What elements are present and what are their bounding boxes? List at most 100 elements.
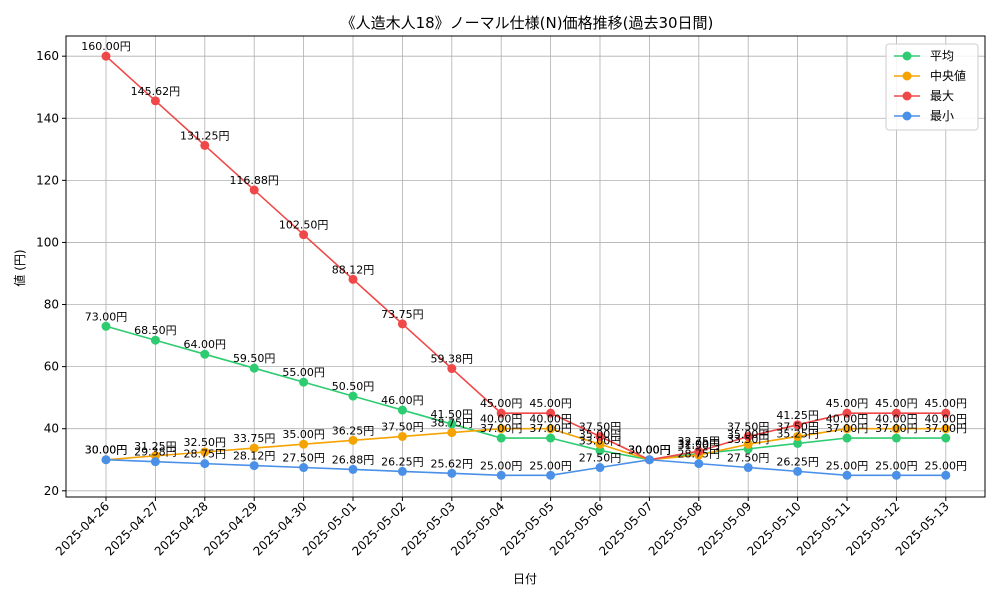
- data-label: 131.25円: [180, 129, 230, 142]
- data-label: 37.50円: [776, 420, 819, 433]
- data-label: 33.00円: [579, 434, 622, 447]
- data-point: [595, 431, 605, 441]
- data-label: 73.00円: [85, 310, 128, 323]
- series-line: [105, 458, 946, 477]
- data-label: 27.50円: [579, 452, 622, 465]
- data-point: [397, 466, 407, 476]
- data-label: 35.25円: [776, 427, 819, 440]
- data-point: [793, 431, 803, 441]
- legend-marker: [902, 91, 912, 101]
- data-point: [595, 439, 605, 449]
- data-point: [299, 439, 309, 449]
- data-label: 40.00円: [875, 413, 918, 426]
- data-label: 40.00円: [826, 413, 869, 426]
- data-label: 35.00円: [579, 428, 622, 441]
- data-label: 25.62円: [431, 457, 474, 470]
- data-label: 30.00円: [85, 444, 128, 457]
- y-tick-label: 100: [36, 235, 59, 249]
- data-label: 33.75円: [233, 432, 276, 445]
- data-point: [743, 439, 753, 449]
- data-point: [447, 428, 457, 438]
- data-label: 35.00円: [282, 428, 325, 441]
- data-point: [397, 319, 407, 329]
- data-point: [150, 457, 160, 467]
- data-point: [941, 433, 951, 443]
- y-tick-label: 120: [36, 173, 59, 187]
- data-label: 116.88円: [229, 174, 279, 187]
- y-tick-label: 160: [36, 49, 59, 63]
- legend-marker: [902, 51, 912, 61]
- data-label: 27.50円: [282, 452, 325, 465]
- grid: [66, 36, 985, 497]
- data-point: [397, 405, 407, 415]
- data-label: 68.50円: [134, 324, 177, 337]
- y-tick-label: 80: [44, 298, 59, 312]
- data-point: [447, 468, 457, 478]
- data-label: 145.62円: [131, 85, 181, 98]
- data-point: [249, 443, 259, 453]
- data-label: 37.00円: [925, 422, 968, 435]
- data-label: 45.00円: [875, 397, 918, 410]
- data-label: 27.50円: [727, 452, 770, 465]
- data-label: 45.00円: [480, 397, 523, 410]
- data-label: 37.00円: [875, 422, 918, 435]
- y-tick-label: 40: [44, 422, 59, 436]
- data-label: 28.12円: [233, 450, 276, 463]
- data-point: [891, 408, 901, 418]
- data-point: [299, 463, 309, 473]
- x-tick-label: 2025-05-13: [893, 499, 952, 558]
- data-point: [793, 420, 803, 430]
- data-label: 30.00円: [85, 444, 128, 457]
- data-label: 45.00円: [529, 397, 572, 410]
- legend-box: [885, 43, 979, 131]
- data-point: [941, 470, 951, 480]
- data-label: 45.00円: [826, 397, 869, 410]
- data-point: [101, 321, 111, 331]
- data-point: [200, 140, 210, 150]
- data-point: [891, 424, 901, 434]
- data-label: 37.00円: [480, 422, 523, 435]
- data-label: 37.50円: [579, 420, 622, 433]
- data-label: 37.50円: [381, 420, 424, 433]
- data-label: 26.25円: [776, 455, 819, 468]
- series-line: [105, 55, 946, 461]
- y-tick-label: 140: [36, 111, 59, 125]
- y-tick-label: 20: [44, 484, 59, 498]
- data-point: [941, 408, 951, 418]
- data-point: [200, 447, 210, 457]
- y-axis-label: 値 (円): [12, 249, 27, 286]
- data-label: 30.00円: [628, 444, 671, 457]
- legend-marker: [902, 111, 912, 121]
- data-point: [447, 419, 457, 429]
- data-point: [595, 445, 605, 455]
- data-point: [150, 96, 160, 106]
- data-label: 37.00円: [826, 422, 869, 435]
- data-point: [793, 466, 803, 476]
- data-point: [101, 51, 111, 61]
- data-label: 50.50円: [332, 380, 375, 393]
- data-point: [249, 363, 259, 373]
- data-point: [348, 435, 358, 445]
- data-point: [496, 470, 506, 480]
- data-point: [743, 463, 753, 473]
- data-point: [793, 438, 803, 448]
- legend-label: 中央値: [930, 68, 966, 83]
- series-line: [105, 325, 946, 461]
- data-point: [891, 433, 901, 443]
- data-label: 59.50円: [233, 352, 276, 365]
- data-label: 26.88円: [332, 453, 375, 466]
- data-point: [496, 433, 506, 443]
- legend-label: 最小: [930, 109, 954, 123]
- data-label: 73.75円: [381, 308, 424, 321]
- data-label: 25.00円: [925, 459, 968, 472]
- data-point: [842, 433, 852, 443]
- series-layer: [101, 51, 951, 480]
- data-label: 46.00円: [381, 394, 424, 407]
- data-point: [101, 455, 111, 465]
- data-point: [348, 391, 358, 401]
- data-point: [200, 349, 210, 359]
- data-point: [496, 424, 506, 434]
- data-label: 45.00円: [925, 397, 968, 410]
- x-axis: 2025-04-262025-04-272025-04-282025-04-29…: [53, 497, 952, 558]
- data-point: [644, 455, 654, 465]
